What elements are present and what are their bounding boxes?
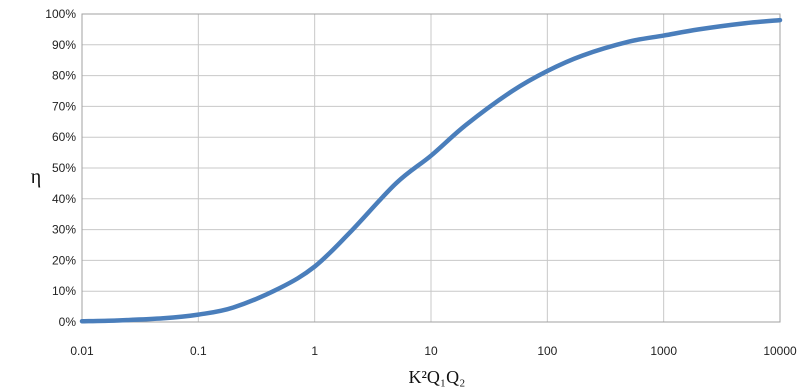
series-layer <box>79 17 783 324</box>
y-tick-label: 90% <box>52 38 76 52</box>
grid <box>81 13 781 323</box>
y-tick-label: 0% <box>59 315 77 329</box>
x-tick-label: 1000 <box>650 344 677 358</box>
x-tick-label: 10 <box>424 344 438 358</box>
y-tick-label: 10% <box>52 284 76 298</box>
x-tick-label: 1 <box>311 344 318 358</box>
y-tick-label: 100% <box>45 7 76 21</box>
y-tick-label: 40% <box>52 192 76 206</box>
y-axis-ticks: 0% 10% 20% 30% 40% 50% 60% 70% 80% 90% 100% <box>45 7 76 329</box>
y-tick-label: 80% <box>52 69 76 83</box>
y-axis-label: η <box>31 166 41 188</box>
y-tick-label: 30% <box>52 223 76 237</box>
y-tick-label: 60% <box>52 130 76 144</box>
y-tick-label: 50% <box>52 161 76 175</box>
x-tick-label: 0.1 <box>190 344 207 358</box>
x-axis-ticks: 0.01 0.1 1 10 100 1000 10000 <box>70 344 797 358</box>
x-tick-label: 0.01 <box>70 344 94 358</box>
x-tick-label: 100 <box>537 344 557 358</box>
plot-area-border <box>81 13 781 323</box>
plot-frame <box>81 13 781 323</box>
x-axis-label: K²Q₁Q₂ <box>409 367 466 387</box>
x-tick-label: 10000 <box>763 344 797 358</box>
y-tick-label: 70% <box>52 99 76 113</box>
y-tick-label: 20% <box>52 253 76 267</box>
efficiency-series-line <box>79 17 783 324</box>
